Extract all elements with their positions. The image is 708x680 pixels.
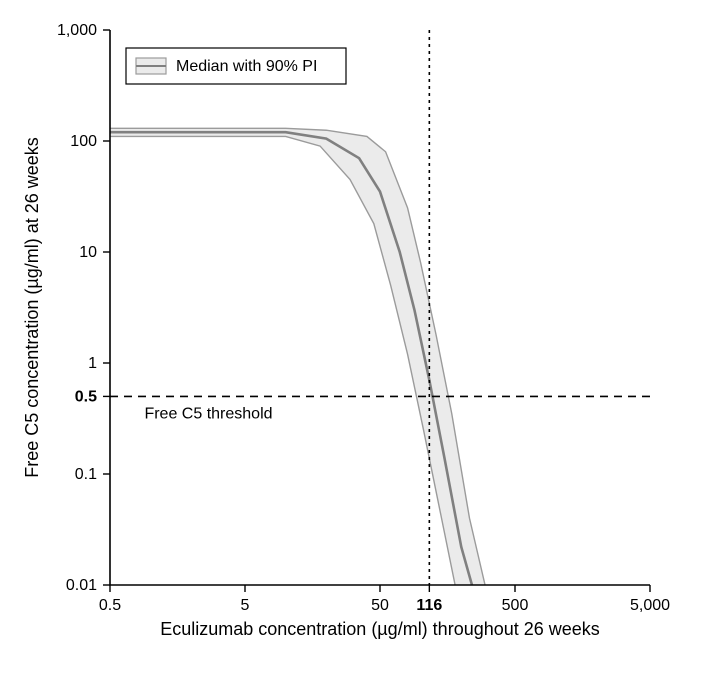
y-tick-label: 0.5	[75, 388, 97, 405]
x-tick-label: 0.5	[99, 597, 121, 614]
x-tick-label: 500	[502, 597, 529, 614]
axes	[110, 30, 650, 585]
y-tick-label: 100	[70, 133, 97, 150]
x-tick-label: 116	[416, 597, 442, 614]
x-tick-label: 5,000	[630, 597, 670, 614]
x-tick-label: 5	[241, 597, 250, 614]
chart-container: Free C5 threshold0.55501165005,0000.010.…	[0, 0, 708, 680]
x-tick-label: 50	[371, 597, 389, 614]
y-axis-label: Free C5 concentration (µg/ml) at 26 week…	[22, 137, 42, 478]
x-axis-label: Eculizumab concentration (µg/ml) through…	[160, 619, 600, 639]
y-tick-label: 10	[79, 244, 97, 261]
y-tick-label: 0.1	[75, 466, 97, 483]
y-tick-label: 1,000	[57, 22, 97, 39]
chart-svg: Free C5 threshold0.55501165005,0000.010.…	[0, 0, 708, 680]
pi-band	[110, 128, 485, 585]
y-tick-label: 1	[88, 355, 97, 372]
y-tick-label: 0.01	[66, 577, 97, 594]
threshold-label: Free C5 threshold	[144, 405, 272, 422]
legend-label: Median with 90% PI	[176, 58, 317, 75]
